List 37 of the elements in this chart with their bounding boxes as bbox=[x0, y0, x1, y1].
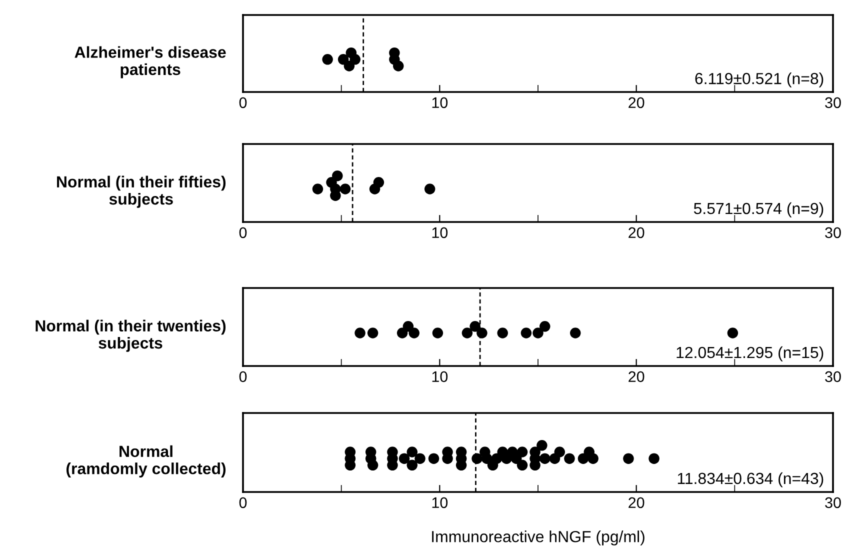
point bbox=[408, 328, 420, 338]
y-tick-label: Alzheimer's disease patients bbox=[74, 46, 226, 78]
x-tick-label: 30 bbox=[825, 497, 841, 508]
point bbox=[396, 328, 408, 338]
x-tick-label: 0 bbox=[239, 497, 247, 508]
point bbox=[462, 328, 473, 338]
y-tick-label: Normal (in their twenties) subjects bbox=[36, 320, 226, 352]
point bbox=[532, 328, 544, 338]
annotation: 12.054±1.295 (n=15) bbox=[676, 346, 824, 362]
point bbox=[497, 328, 508, 338]
annotation: 6.119±0.521 (n=8) bbox=[695, 72, 824, 88]
x-tick-label: 10 bbox=[432, 97, 448, 108]
x-tick-label: 0 bbox=[239, 227, 247, 238]
x-tick-label: 30 bbox=[825, 371, 841, 382]
x-tick-label: 20 bbox=[628, 371, 644, 382]
point bbox=[354, 328, 366, 338]
x-tick-label: 30 bbox=[825, 227, 841, 238]
x-axis-title: Immunoreactive hNGF (pg/ml) bbox=[432, 530, 644, 546]
point bbox=[570, 328, 581, 338]
annotation: 11.834±0.634 (n=43) bbox=[678, 472, 824, 488]
x-tick-label: 10 bbox=[432, 371, 448, 382]
point bbox=[476, 328, 488, 338]
point bbox=[367, 328, 378, 338]
x-tick-label: 20 bbox=[628, 227, 644, 238]
x-tick-label: 30 bbox=[825, 97, 841, 108]
point bbox=[432, 328, 444, 338]
x-tick-label: 20 bbox=[628, 97, 644, 108]
x-tick-label: 10 bbox=[432, 227, 448, 238]
point bbox=[727, 328, 738, 338]
x-tick-label: 0 bbox=[239, 97, 247, 108]
x-tick-label: 10 bbox=[432, 497, 448, 508]
annotation: 5.571±0.574 (n=9) bbox=[694, 202, 824, 218]
y-tick-label: Normal (ramdomly collected) bbox=[66, 445, 226, 478]
x-tick-label: 0 bbox=[239, 371, 247, 382]
y-tick-label: Normal (in their fifties) subjects bbox=[57, 176, 226, 208]
x-tick-label: 20 bbox=[628, 497, 644, 508]
point bbox=[520, 328, 532, 338]
